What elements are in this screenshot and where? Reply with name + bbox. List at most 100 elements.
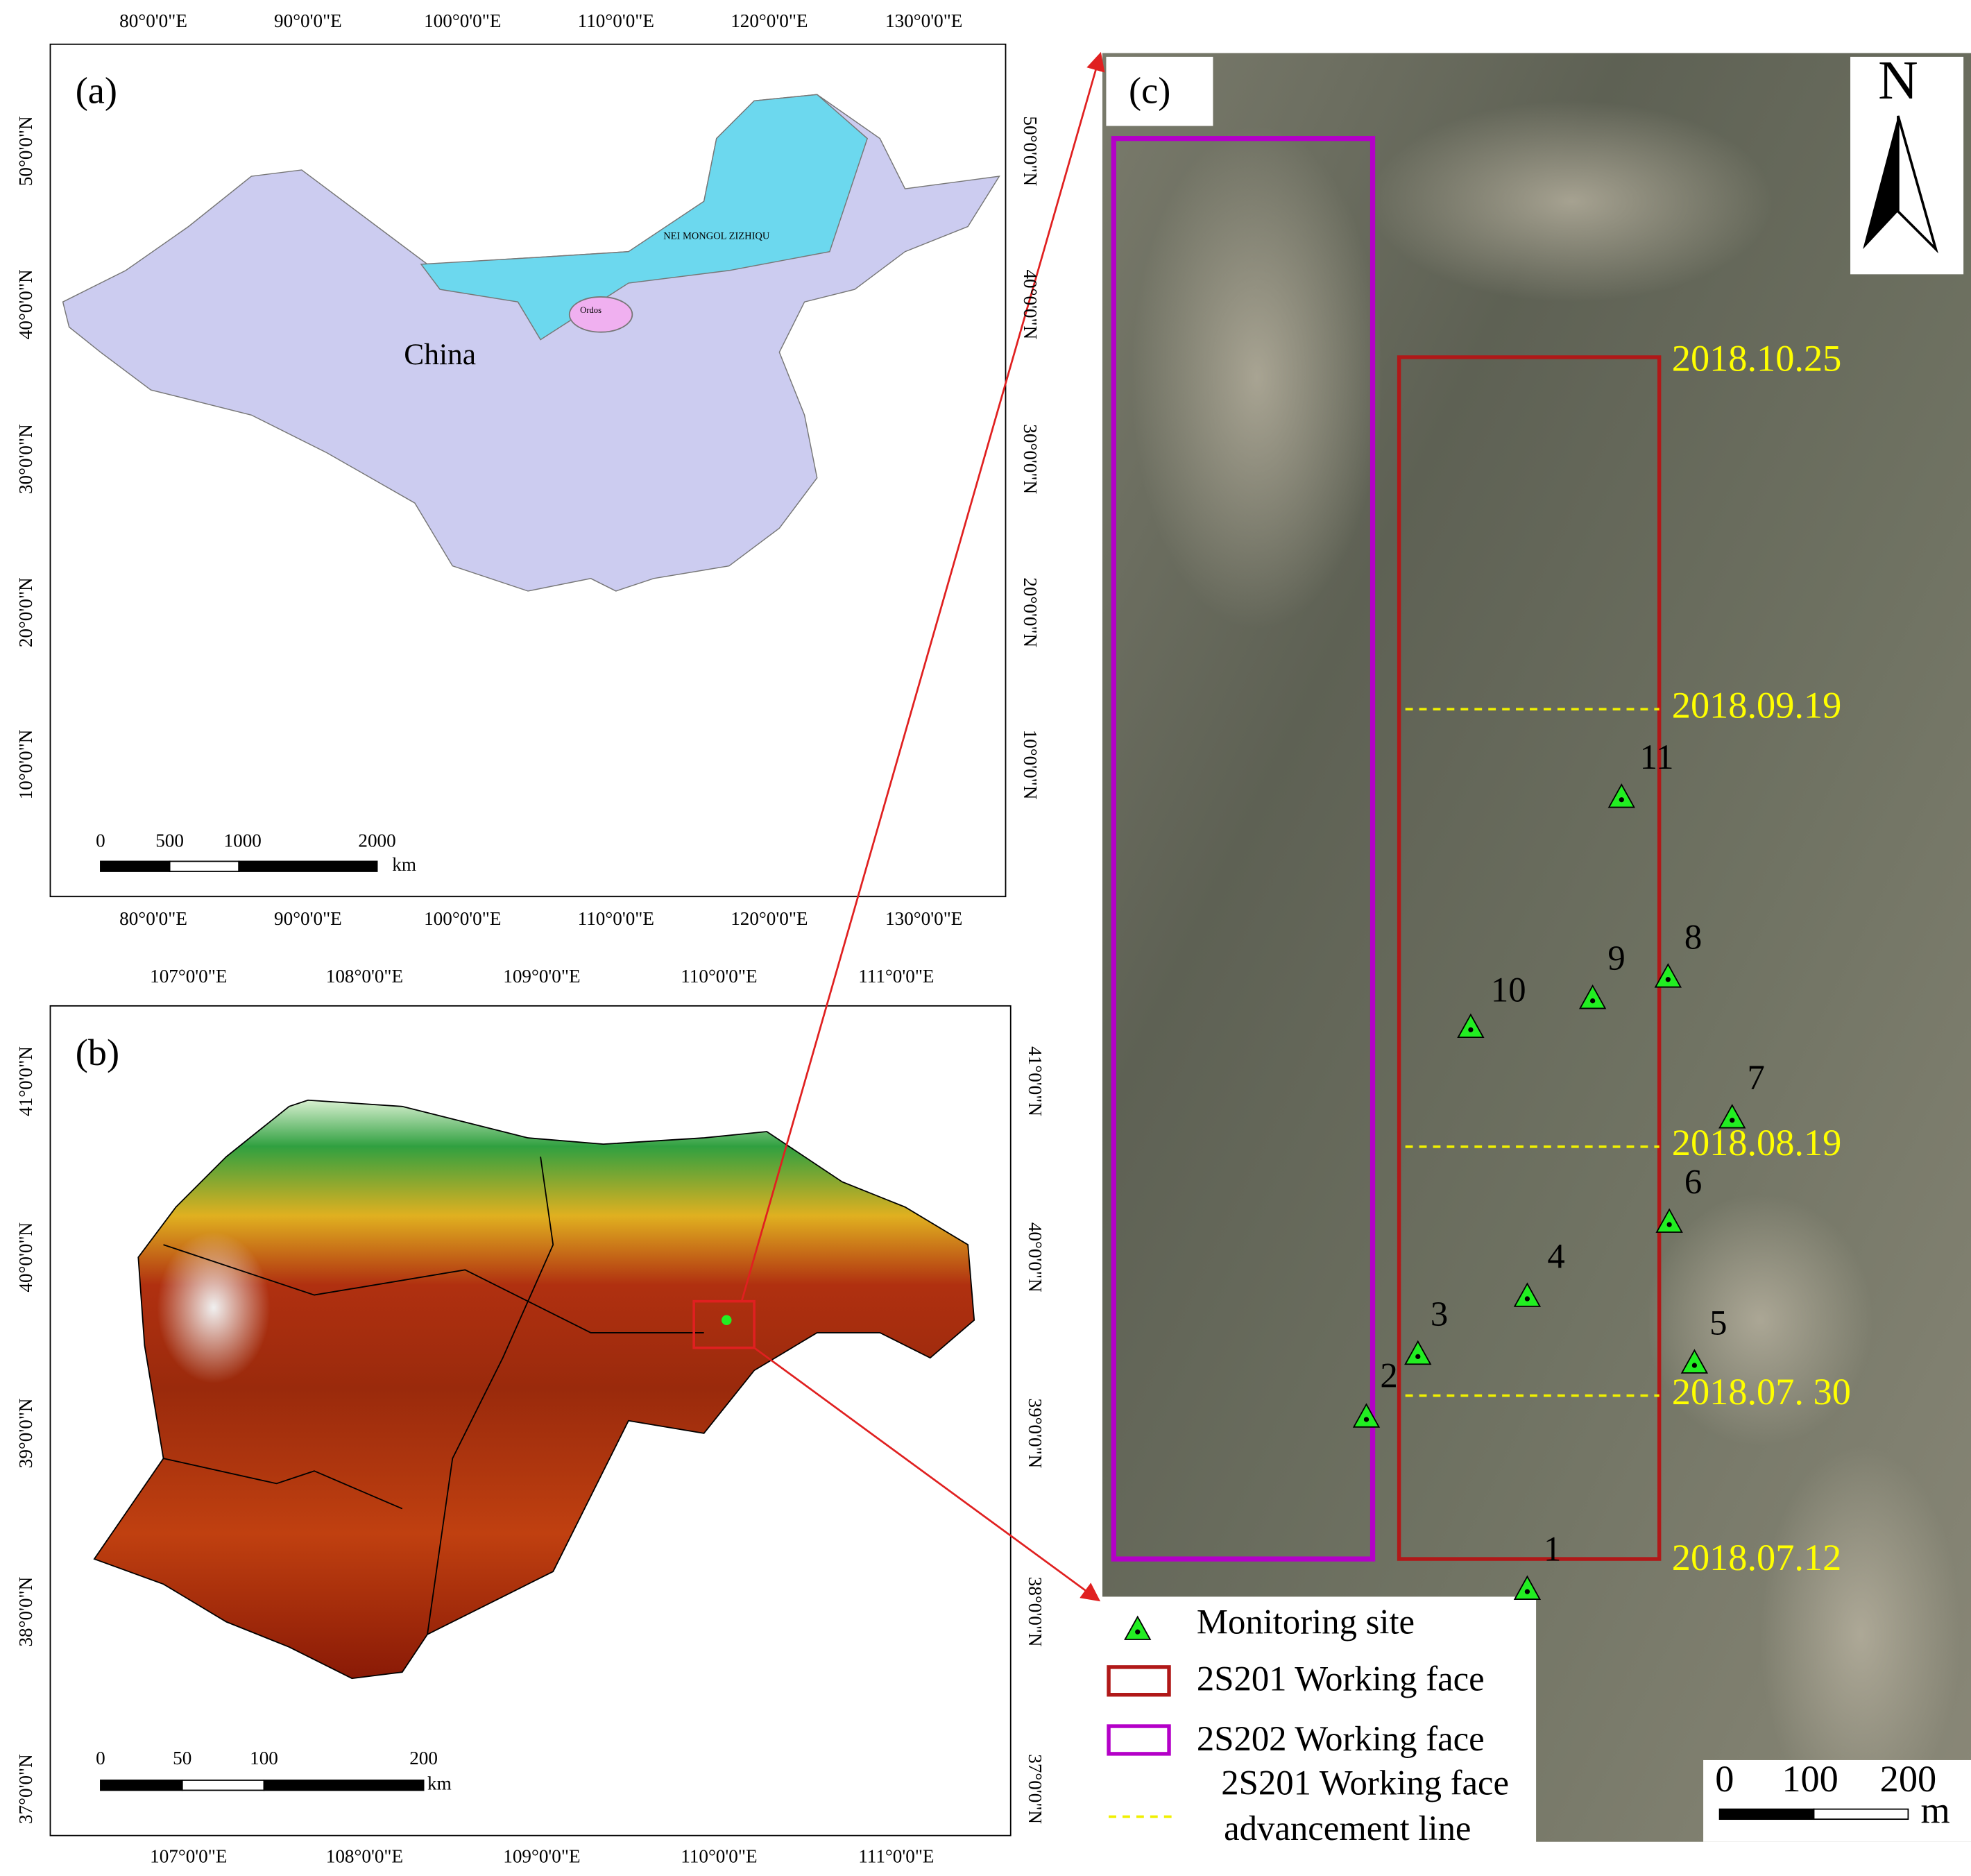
tick-label: 37°0'0"N <box>1025 1754 1046 1824</box>
tick-label: 40°0'0"N <box>15 269 36 339</box>
site-label: 4 <box>1547 1236 1564 1275</box>
site-dot <box>1666 1222 1672 1227</box>
scale-bar <box>100 860 171 872</box>
site-label: 7 <box>1747 1058 1764 1097</box>
tick-label: 500 <box>155 830 184 851</box>
legend-label: 2S202 Working face <box>1197 1719 1485 1758</box>
panel-label: (c) <box>1129 70 1170 112</box>
legend-box <box>1083 1596 1537 1848</box>
image-texture <box>1131 126 1383 629</box>
tick-label: 30°0'0"N <box>1020 424 1041 494</box>
site-dot <box>1691 1363 1698 1368</box>
face-2s202 <box>1111 136 1376 1562</box>
image-texture <box>1370 101 1773 302</box>
tick-label: 80°0'0"E <box>119 10 187 31</box>
site-label: 9 <box>1607 939 1625 978</box>
site-marker <box>1654 963 1682 988</box>
study-area <box>692 1299 756 1349</box>
tick-label: 90°0'0"E <box>274 908 342 929</box>
site-label: 10 <box>1491 970 1526 1009</box>
sand <box>157 1231 271 1383</box>
tick-label: 80°0'0"E <box>119 908 187 929</box>
tick-label: 40°0'0"N <box>15 1222 36 1293</box>
site-marker <box>722 1315 732 1326</box>
panel-label: (a) <box>76 70 117 112</box>
legend-label: Monitoring site <box>1197 1603 1415 1642</box>
legend-swatch <box>1107 1724 1171 1756</box>
north-arrow <box>1897 115 1938 254</box>
site-dot <box>1363 1417 1370 1422</box>
image-texture <box>1646 1194 1873 1446</box>
scale-bar <box>169 860 240 872</box>
tick-label: 130°0'0"E <box>885 10 962 31</box>
boundary <box>427 1157 554 1635</box>
site-dot <box>1524 1296 1530 1302</box>
tick-label: 108°0'0"E <box>326 966 403 987</box>
place-label: China <box>404 338 476 371</box>
tick-label: 40°0'0"N <box>1020 269 1041 339</box>
scale-box <box>1703 1759 1971 1842</box>
date-label: 2018.10.25 <box>1672 338 1842 380</box>
panel-label: (b) <box>76 1032 119 1073</box>
tick-label: 41°0'0"N <box>15 1046 36 1116</box>
face-2s201 <box>1397 355 1662 1561</box>
tick-label: 0 <box>96 830 105 851</box>
site-label: 6 <box>1684 1163 1702 1202</box>
site-label: 8 <box>1684 917 1702 956</box>
tick-label: 110°0'0"E <box>578 10 654 31</box>
tick-label: 2000 <box>358 830 395 851</box>
date-label: 2018.08.19 <box>1672 1122 1842 1163</box>
scale-bar <box>181 1780 265 1791</box>
site-marker <box>1607 783 1635 808</box>
inner-mongolia <box>420 94 869 341</box>
tick-label: 0 <box>1715 1758 1734 1800</box>
tick-label: 110°0'0"E <box>681 966 757 987</box>
zoom-line <box>740 51 1105 1302</box>
tick-label: 120°0'0"E <box>731 10 808 31</box>
zoom-line <box>753 1347 1101 1602</box>
tick-label: 100 <box>250 1748 278 1768</box>
tick-label: 50°0'0"N <box>1020 116 1041 186</box>
site-label: 5 <box>1709 1304 1727 1342</box>
site-dot <box>1590 998 1596 1004</box>
tick-label: 100 <box>1782 1758 1838 1800</box>
site-marker <box>1457 1013 1485 1039</box>
tick-label: 50 <box>173 1748 191 1768</box>
tick-label: 0 <box>96 1748 105 1768</box>
label-box <box>1106 56 1213 126</box>
tick-label: 41°0'0"N <box>1025 1046 1046 1116</box>
tick-label: 40°0'0"N <box>1025 1222 1046 1293</box>
site-marker <box>1718 1104 1746 1129</box>
tick-label: 100°0'0"E <box>424 908 501 929</box>
scale-bar <box>100 1780 183 1791</box>
ordos <box>568 296 633 333</box>
tick-label: 38°0'0"N <box>1025 1577 1046 1647</box>
place-label: NEI MONGOL ZIZHIQU <box>663 230 770 241</box>
site-marker <box>1352 1403 1381 1428</box>
site-marker <box>1578 984 1607 1009</box>
site-dot <box>1665 977 1671 982</box>
tick-label: 100°0'0"E <box>424 10 501 31</box>
site-label: 3 <box>1431 1295 1448 1333</box>
site-marker <box>1513 1282 1542 1307</box>
panel-c: (c) N <box>1083 50 1971 1848</box>
tick-label: 1000 <box>224 830 262 851</box>
north-label: N <box>1878 50 1918 111</box>
place-label: Ordos <box>580 305 601 315</box>
date-label: 2018.09.19 <box>1672 685 1842 726</box>
panel-b: (b) <box>49 1005 1012 1836</box>
tick-label: 108°0'0"E <box>326 1846 403 1867</box>
tick-label: 50°0'0"N <box>15 116 36 186</box>
tick-label: 107°0'0"E <box>150 966 227 987</box>
tick-label: 39°0'0"N <box>1025 1398 1046 1468</box>
scale-bar <box>1718 1808 1815 1820</box>
site-marker <box>1680 1349 1709 1374</box>
site-marker <box>1124 1615 1152 1640</box>
tick-label: 30°0'0"N <box>15 424 36 494</box>
tick-label: 200 <box>1880 1758 1937 1800</box>
scale-bar <box>238 860 378 872</box>
site-label: 2 <box>1380 1356 1397 1395</box>
tick-label: 90°0'0"E <box>274 10 342 31</box>
site-marker <box>1655 1208 1683 1233</box>
